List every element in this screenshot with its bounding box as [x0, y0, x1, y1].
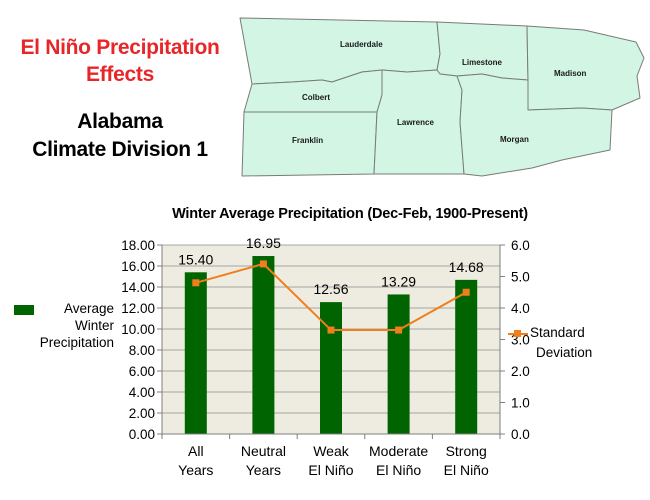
region-title-line-2: Climate Division 1 — [32, 138, 208, 161]
legend-average-line-1: Average — [63, 301, 114, 316]
bar — [387, 294, 410, 434]
bar-data-label: 15.40 — [178, 251, 213, 267]
x-tick-label: All — [188, 443, 204, 459]
x-tick-label: El Niño — [444, 462, 489, 478]
bar — [252, 256, 275, 434]
county-map-svg: Lauderdale Limestone Madison Colbert Law… — [239, 17, 645, 177]
legend-std-dev-line-2: Deviation — [536, 345, 593, 360]
legend-marker-swatch — [514, 330, 521, 337]
chart-title: Winter Average Precipitation (Dec-Feb, 1… — [172, 206, 528, 222]
left-tick-label: 12.00 — [121, 301, 155, 316]
left-tick-label: 2.00 — [129, 406, 155, 421]
county-madison — [526, 25, 645, 111]
right-axis-ticks: 0.01.02.03.04.05.06.0 — [500, 238, 530, 442]
right-tick-label: 1.0 — [511, 396, 530, 411]
main-title-line-1: El Niño Precipitation — [20, 36, 220, 59]
left-tick-label: 16.00 — [121, 259, 155, 274]
right-tick-label: 0.0 — [511, 427, 530, 442]
region-title: Alabama Climate Division 1 — [0, 108, 240, 164]
x-tick-label: Years — [246, 462, 281, 478]
county-label-colbert: Colbert — [302, 93, 330, 102]
county-label-limestone: Limestone — [462, 58, 503, 67]
gridlines — [162, 244, 500, 435]
bar-series — [184, 256, 478, 434]
county-shapes — [239, 17, 645, 177]
left-tick-label: 0.00 — [129, 427, 155, 442]
county-map: Lauderdale Limestone Madison Colbert Law… — [232, 10, 650, 190]
plot-background — [162, 245, 500, 434]
bar-data-labels: 15.40 16.95 12.56 13.29 14.68 — [178, 235, 484, 297]
county-label-franklin: Franklin — [292, 136, 323, 145]
bar-data-label: 14.68 — [449, 259, 484, 275]
left-tick-label: 4.00 — [129, 385, 155, 400]
right-tick-label: 5.0 — [511, 270, 530, 285]
x-tick-label: El Niño — [308, 462, 353, 478]
county-label-madison: Madison — [554, 69, 587, 78]
x-tick-label: Weak — [313, 443, 350, 459]
legend-average-line-3: Precipitation — [39, 335, 114, 350]
right-tick-label: 2.0 — [511, 364, 530, 379]
std-dev-point — [395, 326, 403, 334]
std-dev-point — [462, 288, 470, 296]
county-limestone — [436, 21, 529, 81]
right-tick-label: 4.0 — [511, 301, 530, 316]
legend-average-precip-label: Average Winter Precipitation — [14, 300, 114, 351]
bar-data-label: 13.29 — [381, 273, 416, 289]
county-label-lawrence: Lawrence — [397, 118, 434, 127]
left-axis-ticks: 0.00 2.00 4.00 6.00 8.00 10.00 12.00 14.00 16.00… — [121, 238, 162, 442]
std-dev-point — [327, 326, 335, 334]
bar-data-label: 12.56 — [313, 281, 348, 297]
x-tick-label: Moderate — [369, 443, 428, 459]
left-tick-label: 8.00 — [129, 343, 155, 358]
std-dev-line — [195, 262, 467, 332]
county-morgan — [456, 73, 613, 177]
county-label-lauderdale: Lauderdale — [340, 40, 383, 49]
right-tick-label: 6.0 — [511, 238, 530, 253]
left-tick-label: 10.00 — [121, 322, 155, 337]
legend-bar-swatch — [14, 305, 34, 315]
std-dev-point — [259, 260, 267, 268]
left-tick-label: 18.00 — [121, 238, 155, 253]
bar — [184, 272, 207, 434]
region-title-line-1: Alabama — [77, 110, 163, 133]
main-title: El Niño Precipitation Effects — [0, 34, 240, 88]
x-tick-label: Neutral — [241, 443, 286, 459]
left-tick-label: 14.00 — [121, 280, 155, 295]
legend-average-line-2: Winter — [74, 318, 114, 333]
legend-std-dev-line-1: Standard — [530, 325, 585, 340]
std-dev-series — [192, 260, 470, 334]
x-axis-ticks: All Years Neutral Years Weak El Niño Moderate E… — [161, 434, 501, 478]
std-dev-point — [192, 279, 200, 287]
bar-data-label: 16.95 — [246, 235, 281, 251]
bar — [320, 302, 342, 434]
left-tick-label: 6.00 — [129, 364, 155, 379]
county-label-morgan: Morgan — [500, 135, 529, 144]
bar — [455, 279, 478, 434]
x-tick-label: Years — [178, 462, 213, 478]
main-title-line-2: Effects — [86, 63, 154, 86]
x-tick-label: Strong — [446, 443, 487, 459]
x-tick-label: El Niño — [376, 462, 421, 478]
